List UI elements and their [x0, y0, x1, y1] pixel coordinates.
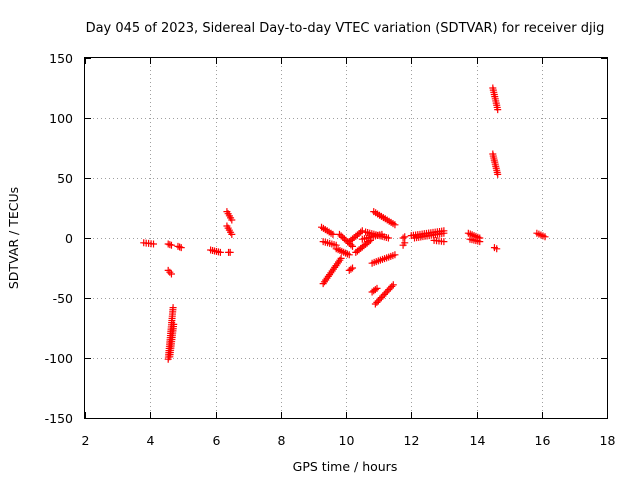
data-point [401, 233, 409, 241]
data-point [170, 320, 178, 328]
x-tick-label: 12 [404, 433, 420, 448]
data-point [358, 227, 366, 235]
data-point [347, 265, 355, 273]
data-point [340, 235, 348, 243]
data-point [164, 266, 172, 274]
x-axis-label: GPS time / hours [293, 459, 398, 474]
data-point [388, 282, 396, 290]
data-point [339, 233, 347, 241]
data-point [329, 230, 337, 238]
data-point [494, 106, 502, 114]
data-point [337, 232, 345, 240]
data-point [383, 287, 391, 295]
y-tick-label: 100 [49, 111, 73, 126]
data-point [377, 294, 385, 302]
data-point [167, 270, 175, 278]
x-tick-label: 8 [278, 433, 286, 448]
data-point [345, 251, 353, 259]
data-point [226, 248, 234, 256]
data-point [216, 248, 224, 256]
data-point [349, 264, 357, 272]
y-tick-label: 0 [65, 231, 73, 246]
data-point [371, 286, 379, 294]
data-point [376, 295, 384, 303]
data-point [371, 300, 379, 308]
data-point [150, 240, 158, 248]
data-point [228, 230, 236, 238]
data-point [380, 290, 388, 298]
y-tick-label: -150 [45, 411, 73, 426]
data-point [167, 241, 175, 249]
y-tick-label: 50 [57, 171, 73, 186]
axis-ticks: 2 4 6 8 10 12 14 16 18 -150 -100 -50 0 50 100 150 [45, 51, 616, 448]
data-point [335, 230, 343, 238]
data-point [374, 297, 382, 305]
data-points [140, 84, 549, 363]
data-point [493, 245, 501, 253]
x-tick-label: 14 [470, 433, 486, 448]
data-point [384, 234, 392, 242]
data-point [228, 216, 236, 224]
plot-frame [84, 57, 608, 419]
y-axis-label: SDTVAR / TECUs [6, 187, 21, 289]
data-point [401, 239, 409, 247]
data-point [440, 229, 448, 237]
x-tick-label: 2 [82, 433, 90, 448]
data-point [169, 304, 177, 312]
data-point [337, 254, 345, 262]
x-tick-label: 10 [339, 433, 355, 448]
chart-title: Day 045 of 2023, Sidereal Day-to-day VTE… [86, 21, 605, 36]
data-point [440, 238, 448, 246]
data-point [382, 289, 390, 297]
data-point [399, 234, 407, 242]
y-tick-label: 150 [49, 51, 73, 66]
x-tick-label: 4 [147, 433, 155, 448]
data-point [386, 284, 394, 292]
data-point [389, 281, 397, 289]
y-tick-label: -100 [45, 351, 73, 366]
data-point [177, 244, 185, 252]
data-point [373, 284, 381, 292]
data-point [385, 286, 393, 294]
data-point [379, 292, 387, 300]
data-point [541, 233, 549, 241]
data-point [349, 242, 357, 250]
data-point [391, 221, 399, 229]
data-point [166, 268, 174, 276]
data-point [373, 298, 381, 306]
data-point [476, 238, 484, 246]
x-tick-label: 16 [535, 433, 551, 448]
x-tick-label: 18 [600, 433, 616, 448]
data-point [391, 251, 399, 259]
x-tick-label: 6 [213, 433, 221, 448]
data-point [494, 170, 502, 178]
y-tick-label: -50 [53, 291, 73, 306]
